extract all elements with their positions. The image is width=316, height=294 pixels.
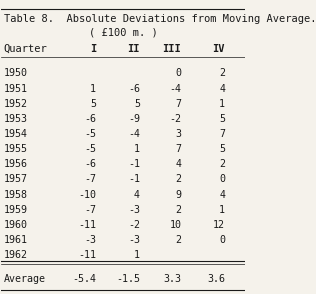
Text: -6: -6 (84, 114, 96, 124)
Text: 5: 5 (219, 144, 225, 154)
Text: -1: -1 (128, 174, 140, 184)
Text: -5: -5 (84, 129, 96, 139)
Text: 1: 1 (219, 99, 225, 109)
Text: 1: 1 (219, 205, 225, 215)
Text: -4: -4 (128, 129, 140, 139)
Text: 1953: 1953 (4, 114, 28, 124)
Text: 0: 0 (219, 174, 225, 184)
Text: -7: -7 (84, 205, 96, 215)
Text: 7: 7 (219, 129, 225, 139)
Text: 5: 5 (219, 114, 225, 124)
Text: ( £100 m. ): ( £100 m. ) (88, 27, 157, 37)
Text: III: III (163, 44, 181, 54)
Text: 2: 2 (219, 69, 225, 78)
Text: 1960: 1960 (4, 220, 28, 230)
Text: 1: 1 (134, 250, 140, 260)
Text: 4: 4 (134, 190, 140, 200)
Text: -5: -5 (84, 144, 96, 154)
Text: 1950: 1950 (4, 69, 28, 78)
Text: 1952: 1952 (4, 99, 28, 109)
Text: Table 8.  Absolute Deviations from Moving Average.: Table 8. Absolute Deviations from Moving… (4, 14, 316, 24)
Text: -5.4: -5.4 (72, 274, 96, 284)
Text: -11: -11 (78, 220, 96, 230)
Text: 4: 4 (219, 190, 225, 200)
Text: -10: -10 (78, 190, 96, 200)
Text: 7: 7 (175, 99, 181, 109)
Text: -11: -11 (78, 250, 96, 260)
Text: 1956: 1956 (4, 159, 28, 169)
Text: -6: -6 (128, 83, 140, 93)
Text: -2: -2 (169, 114, 181, 124)
Text: Average: Average (4, 274, 46, 284)
Text: 1: 1 (90, 83, 96, 93)
Text: II: II (127, 44, 140, 54)
Text: -3: -3 (128, 205, 140, 215)
Text: 1954: 1954 (4, 129, 28, 139)
Text: 1958: 1958 (4, 190, 28, 200)
Text: -9: -9 (128, 114, 140, 124)
Text: Quarter: Quarter (4, 44, 48, 54)
Text: 3.3: 3.3 (163, 274, 181, 284)
Text: -6: -6 (84, 159, 96, 169)
Text: -3: -3 (128, 235, 140, 245)
Text: 2: 2 (175, 174, 181, 184)
Text: 5: 5 (90, 99, 96, 109)
Text: 3.6: 3.6 (207, 274, 225, 284)
Text: 2: 2 (175, 205, 181, 215)
Text: 1962: 1962 (4, 250, 28, 260)
Text: 7: 7 (175, 144, 181, 154)
Text: IV: IV (213, 44, 225, 54)
Text: -1: -1 (128, 159, 140, 169)
Text: -1.5: -1.5 (116, 274, 140, 284)
Text: 1959: 1959 (4, 205, 28, 215)
Text: 3: 3 (175, 129, 181, 139)
Text: 10: 10 (169, 220, 181, 230)
Text: 1957: 1957 (4, 174, 28, 184)
Text: 12: 12 (213, 220, 225, 230)
Text: -4: -4 (169, 83, 181, 93)
Text: 4: 4 (219, 83, 225, 93)
Text: -3: -3 (84, 235, 96, 245)
Text: -7: -7 (84, 174, 96, 184)
Text: 1961: 1961 (4, 235, 28, 245)
Text: 0: 0 (175, 69, 181, 78)
Text: -2: -2 (128, 220, 140, 230)
Text: 4: 4 (175, 159, 181, 169)
Text: 0: 0 (219, 235, 225, 245)
Text: 9: 9 (175, 190, 181, 200)
Text: 5: 5 (134, 99, 140, 109)
Text: 2: 2 (219, 159, 225, 169)
Text: I: I (90, 44, 96, 54)
Text: 1951: 1951 (4, 83, 28, 93)
Text: 2: 2 (175, 235, 181, 245)
Text: 1: 1 (134, 144, 140, 154)
Text: 1955: 1955 (4, 144, 28, 154)
